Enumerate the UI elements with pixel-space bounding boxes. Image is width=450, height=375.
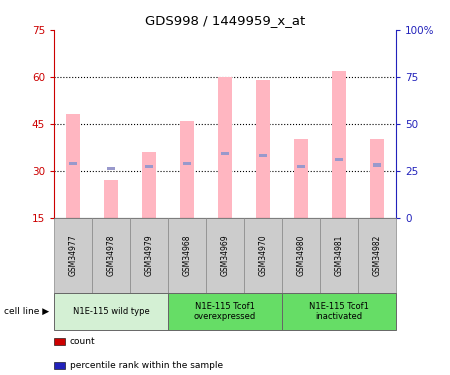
Title: GDS998 / 1449959_x_at: GDS998 / 1449959_x_at xyxy=(145,15,305,27)
Bar xyxy=(180,121,194,218)
Text: GSM34977: GSM34977 xyxy=(68,234,77,276)
Text: N1E-115 Tcof1
overexpressed: N1E-115 Tcof1 overexpressed xyxy=(194,302,256,321)
Bar xyxy=(294,140,308,218)
Text: GSM34969: GSM34969 xyxy=(220,234,230,276)
Bar xyxy=(104,180,117,218)
Bar xyxy=(297,165,305,168)
Text: cell line ▶: cell line ▶ xyxy=(4,307,50,316)
Text: GSM34981: GSM34981 xyxy=(334,234,343,276)
Text: N1E-115 wild type: N1E-115 wild type xyxy=(72,307,149,316)
Text: N1E-115 Tcof1
inactivated: N1E-115 Tcof1 inactivated xyxy=(309,302,369,321)
Text: GSM34982: GSM34982 xyxy=(373,234,382,276)
Bar xyxy=(218,77,232,218)
Text: GSM34978: GSM34978 xyxy=(107,234,116,276)
Text: GSM34970: GSM34970 xyxy=(258,234,267,276)
Bar xyxy=(221,152,229,155)
Bar xyxy=(333,70,346,217)
Bar xyxy=(374,164,381,166)
Bar xyxy=(256,80,270,218)
Bar xyxy=(66,114,80,218)
Text: GSM34979: GSM34979 xyxy=(144,234,153,276)
Bar xyxy=(259,154,267,157)
Text: count: count xyxy=(70,337,95,346)
Bar xyxy=(370,140,384,218)
Text: percentile rank within the sample: percentile rank within the sample xyxy=(70,361,223,370)
Bar xyxy=(108,167,115,170)
Text: GSM34968: GSM34968 xyxy=(183,234,192,276)
Bar xyxy=(335,158,342,161)
Bar xyxy=(69,162,76,165)
Text: GSM34980: GSM34980 xyxy=(297,234,306,276)
Bar xyxy=(183,162,191,165)
Bar xyxy=(145,165,153,168)
Bar xyxy=(142,152,156,217)
